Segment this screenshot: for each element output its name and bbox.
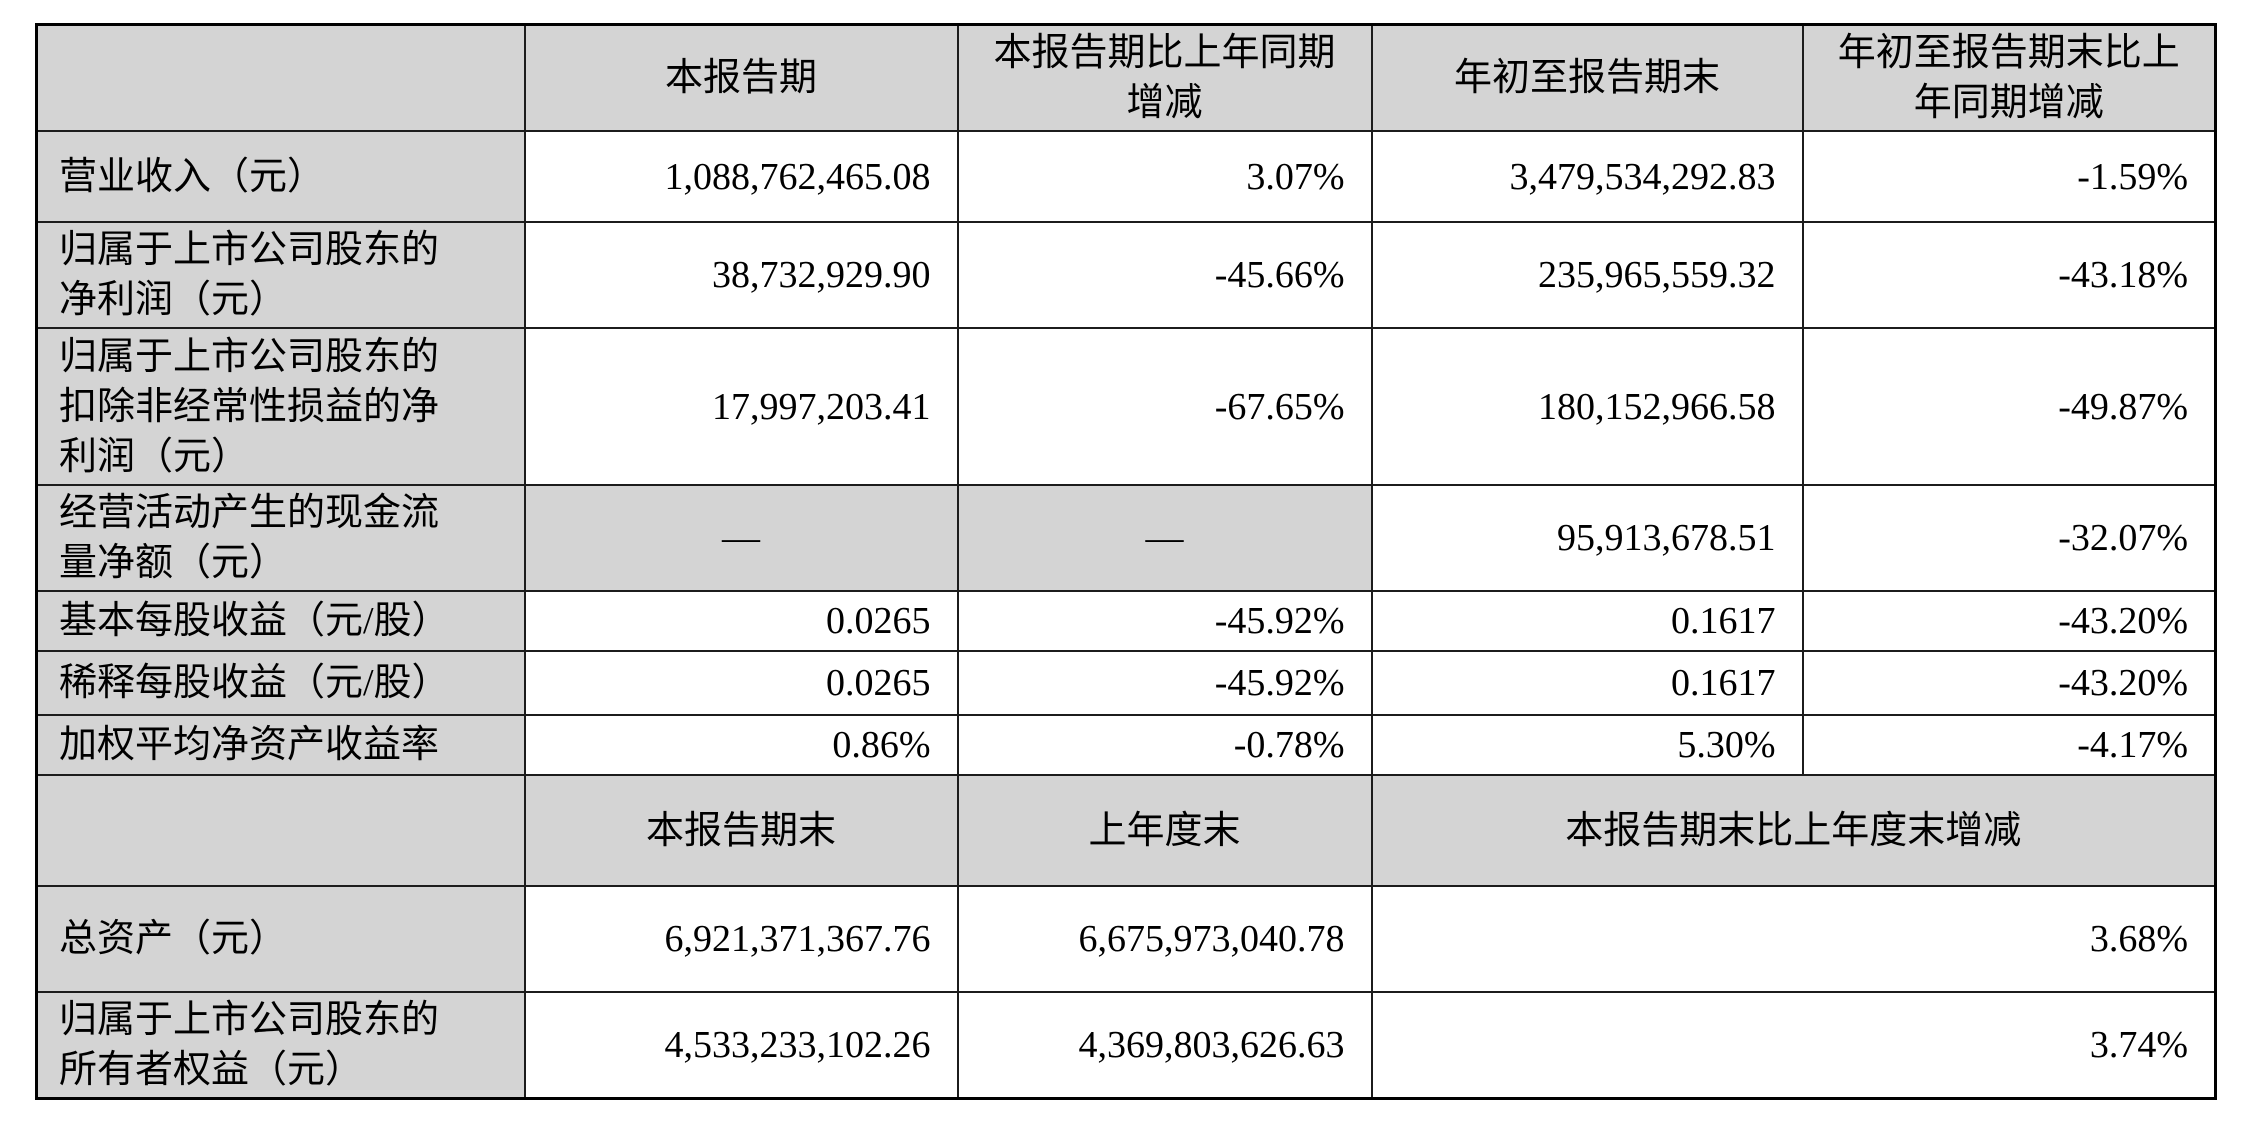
value-current-period: 17,997,203.41 [523,327,959,486]
value-current-period: 0.0265 [523,650,959,716]
row-label: 归属于上市公司股东的 净利润（元） [35,221,526,329]
value-current-period-dash: — [523,484,959,592]
value-ytd: 3,479,534,292.83 [1370,130,1804,223]
value-change-vs-prior-year-end: 3.68% [1370,885,2217,993]
value-ytd: 95,913,678.51 [1370,484,1804,592]
value-ytd-vs-prior: -1.59% [1801,130,2217,223]
value-current-period: 0.86% [523,714,959,776]
row-operating-revenue: 营业收入（元） 1,088,762,465.08 3.07% 3,479,534… [35,130,2217,223]
value-current-period: 0.0265 [523,590,959,652]
value-current-vs-prior: -45.66% [956,221,1373,329]
value-end-of-prior-year: 6,675,973,040.78 [956,885,1373,993]
header-end-of-period: 本报告期末 [523,774,959,887]
value-end-of-period: 6,921,371,367.76 [523,885,959,993]
value-ytd: 0.1617 [1370,650,1804,716]
row-label: 加权平均净资产收益率 [35,714,526,776]
value-current-vs-prior: 3.07% [956,130,1373,223]
value-ytd: 0.1617 [1370,590,1804,652]
row-weighted-avg-roe: 加权平均净资产收益率 0.86% -0.78% 5.30% -4.17% [35,714,2217,776]
value-ytd-vs-prior: -32.07% [1801,484,2217,592]
row-net-profit: 归属于上市公司股东的 净利润（元） 38,732,929.90 -45.66% … [35,221,2217,329]
row-label: 归属于上市公司股东的 扣除非经常性损益的净 利润（元） [35,327,526,486]
value-end-of-prior-year: 4,369,803,626.63 [956,991,1373,1100]
value-ytd: 235,965,559.32 [1370,221,1804,329]
header-ytd: 年初至报告期末 [1370,23,1804,132]
value-current-vs-prior: -45.92% [956,650,1373,716]
value-ytd-vs-prior: -43.18% [1801,221,2217,329]
value-ytd: 5.30% [1370,714,1804,776]
row-diluted-eps: 稀释每股收益（元/股） 0.0265 -45.92% 0.1617 -43.20… [35,650,2217,716]
value-ytd-vs-prior: -49.87% [1801,327,2217,486]
header-current-period: 本报告期 [523,23,959,132]
row-label: 归属于上市公司股东的 所有者权益（元） [35,991,526,1100]
header-row-period: 本报告期 本报告期比上年同期 增减 年初至报告期末 年初至报告期末比上 年同期增… [35,23,2217,132]
header2-corner-cell [35,774,526,887]
row-label: 总资产（元） [35,885,526,993]
value-ytd: 180,152,966.58 [1370,327,1804,486]
row-label: 基本每股收益（元/股） [35,590,526,652]
value-ytd-vs-prior: -43.20% [1801,590,2217,652]
row-label: 稀释每股收益（元/股） [35,650,526,716]
header-period-end-vs-prior-year-end: 本报告期末比上年度末增减 [1370,774,2217,887]
value-ytd-vs-prior: -43.20% [1801,650,2217,716]
row-basic-eps: 基本每股收益（元/股） 0.0265 -45.92% 0.1617 -43.20… [35,590,2217,652]
value-current-period: 1,088,762,465.08 [523,130,959,223]
value-current-vs-prior: -0.78% [956,714,1373,776]
row-total-assets: 总资产（元） 6,921,371,367.76 6,675,973,040.78… [35,885,2217,993]
header-end-of-prior-year: 上年度末 [956,774,1373,887]
row-operating-cash-flow: 经营活动产生的现金流 量净额（元） — — 95,913,678.51 -32.… [35,484,2217,592]
value-current-vs-prior: -67.65% [956,327,1373,486]
value-ytd-vs-prior: -4.17% [1801,714,2217,776]
row-label: 营业收入（元） [35,130,526,223]
value-current-period: 38,732,929.90 [523,221,959,329]
header-row-period-end: 本报告期末 上年度末 本报告期末比上年度末增减 [35,774,2217,887]
value-current-vs-prior-dash: — [956,484,1373,592]
header-ytd-vs-prior-yoy: 年初至报告期末比上 年同期增减 [1801,23,2217,132]
value-current-vs-prior: -45.92% [956,590,1373,652]
row-shareholders-equity: 归属于上市公司股东的 所有者权益（元） 4,533,233,102.26 4,3… [35,991,2217,1100]
key-financials-table: 本报告期 本报告期比上年同期 增减 年初至报告期末 年初至报告期末比上 年同期增… [35,23,2217,1100]
row-net-profit-excl-nonrecurring: 归属于上市公司股东的 扣除非经常性损益的净 利润（元） 17,997,203.4… [35,327,2217,486]
row-label: 经营活动产生的现金流 量净额（元） [35,484,526,592]
value-change-vs-prior-year-end: 3.74% [1370,991,2217,1100]
header-current-vs-prior-yoy: 本报告期比上年同期 增减 [956,23,1373,132]
header-corner-cell [35,23,526,132]
value-end-of-period: 4,533,233,102.26 [523,991,959,1100]
